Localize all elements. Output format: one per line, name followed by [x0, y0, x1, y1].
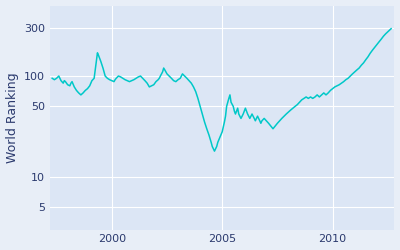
Y-axis label: World Ranking: World Ranking [6, 72, 18, 163]
